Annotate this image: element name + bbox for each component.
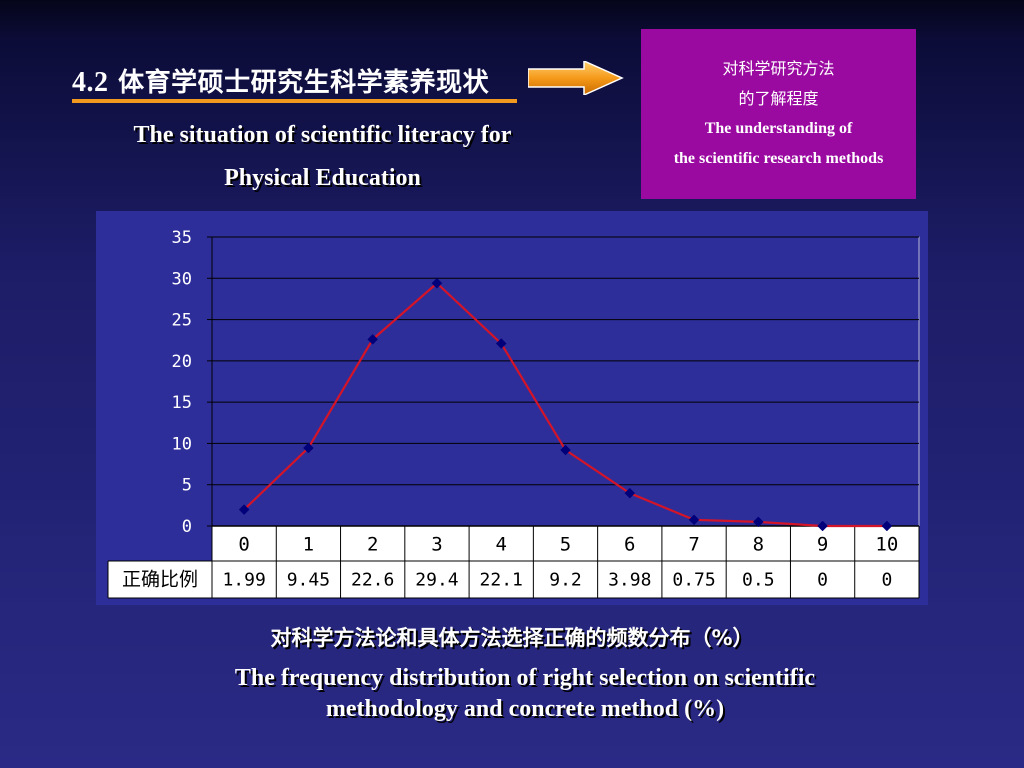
- series-name: 正确比例: [122, 569, 198, 591]
- x-tick-label: 2: [367, 534, 378, 556]
- data-point: [367, 334, 379, 345]
- x-tick-label: 6: [624, 534, 635, 556]
- data-point: [238, 504, 250, 515]
- data-label: 9.45: [287, 570, 330, 591]
- data-label: 0.5: [742, 570, 775, 591]
- x-tick-label: 9: [817, 534, 828, 556]
- x-tick-label: 0: [238, 534, 249, 556]
- x-tick-label: 5: [560, 534, 571, 556]
- x-tick-label: 7: [688, 534, 699, 556]
- y-tick-label: 5: [182, 476, 192, 496]
- y-tick-label: 30: [172, 269, 192, 289]
- info-box: 对科学研究方法 的了解程度 The understanding of the s…: [641, 29, 916, 199]
- subtitle-line-1: The situation of scientific literacy for: [133, 122, 512, 148]
- caption-english: The frequency distribution of right sele…: [0, 663, 1024, 725]
- y-tick-label: 20: [172, 352, 192, 372]
- y-tick-label: 0: [182, 517, 192, 537]
- data-label: 1.99: [222, 570, 265, 591]
- table-header-row: [212, 526, 919, 561]
- info-box-zh-line-2: 的了解程度: [738, 89, 819, 108]
- info-box-en-line-2: the scientific research methods: [673, 150, 884, 167]
- caption-english-line-1: The frequency distribution of right sele…: [234, 665, 816, 691]
- data-label: 22.6: [351, 570, 394, 591]
- subtitle: The situation of scientific literacy for…: [80, 114, 565, 200]
- x-tick-label: 8: [753, 534, 764, 556]
- x-tick-label: 10: [875, 534, 898, 556]
- table-value-row: [108, 561, 919, 598]
- x-tick-label: 3: [431, 534, 442, 556]
- data-label: 9.2: [549, 570, 582, 591]
- plot-area: [211, 236, 920, 527]
- data-label: 0.75: [672, 570, 715, 591]
- info-box-en-line-1: The understanding of: [704, 120, 853, 137]
- y-tick-label: 10: [172, 434, 192, 454]
- x-tick-label: 1: [303, 534, 314, 556]
- data-point: [624, 487, 636, 499]
- data-label: 0: [817, 570, 828, 591]
- data-point: [431, 277, 443, 289]
- data-label: 22.1: [480, 570, 523, 591]
- data-point: [881, 520, 893, 532]
- subtitle-line-2: Physical Education: [224, 165, 421, 191]
- arrow-right-icon: [528, 61, 624, 95]
- data-point: [560, 444, 571, 456]
- data-label: 3.98: [608, 570, 651, 591]
- y-tick-label: 15: [172, 393, 192, 413]
- data-point: [752, 516, 764, 528]
- data-point: [817, 520, 828, 532]
- data-point: [495, 338, 507, 349]
- data-label: 29.4: [415, 570, 458, 591]
- data-point: [688, 514, 700, 526]
- caption-english-line-2: methodology and concrete method (%): [325, 696, 725, 722]
- caption-chinese: 对科学方法论和具体方法选择正确的频数分布（%）: [270, 626, 754, 650]
- slide-title: 4.2 体育学硕士研究生科学素养现状: [72, 62, 489, 99]
- chart-panel: 0 5 10 15 20 25 30 35 正确比例 0 1.99 1 9.45 2 22.6 3 29.4 4 2…: [96, 211, 928, 605]
- info-box-zh-line-1: 对科学研究方法: [722, 59, 835, 78]
- data-label: 0: [881, 570, 892, 591]
- y-tick-label: 35: [172, 228, 192, 248]
- section-number: 4.2: [72, 67, 109, 98]
- title-underline: [72, 99, 517, 103]
- title-chinese: 体育学硕士研究生科学素养现状: [118, 68, 490, 98]
- x-tick-label: 4: [496, 534, 507, 556]
- data-point: [303, 442, 314, 454]
- y-tick-label: 25: [172, 311, 192, 331]
- line-chart: 0 5 10 15 20 25 30 35 正确比例 0 1.99 1 9.45 2 22.6 3 29.4 4 2…: [107, 228, 920, 599]
